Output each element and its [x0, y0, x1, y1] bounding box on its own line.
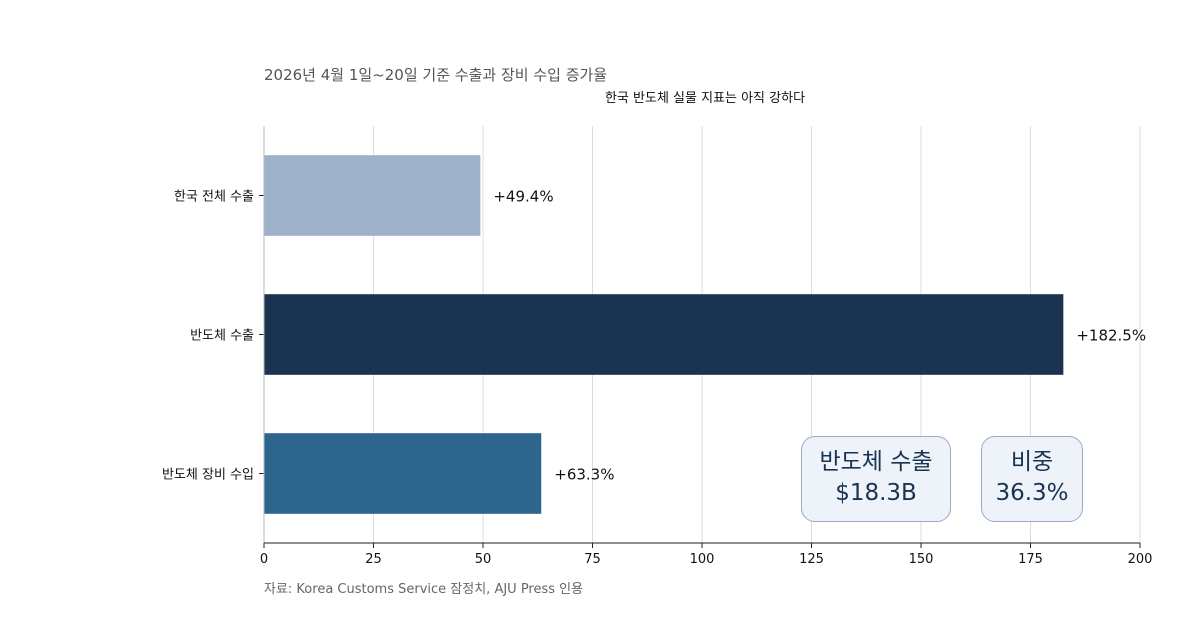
category-label: 한국 전체 수출	[174, 190, 254, 205]
callout-label: 비중	[1010, 449, 1054, 475]
callout-value: 36.3%	[995, 480, 1069, 506]
category-label: 반도체 장비 수입	[162, 468, 254, 483]
x-tick-label: 25	[365, 552, 382, 567]
x-tick-label: 200	[1128, 552, 1153, 567]
bar-value-label: +49.4%	[493, 188, 553, 206]
x-tick-label: 150	[909, 552, 934, 567]
x-tick-label: 100	[690, 552, 715, 567]
chart-title: 2026년 4월 1일~20일 기준 수출과 장비 수입 증가율	[264, 66, 608, 84]
category-label: 반도체 수출	[190, 329, 254, 344]
callout-semiconductor-exports: 반도체 수출 $18.3B	[801, 436, 951, 522]
bar-value-label: +182.5%	[1076, 327, 1146, 345]
x-tick-label: 125	[799, 552, 824, 567]
callout-share: 비중 36.3%	[981, 436, 1083, 522]
bar	[264, 155, 481, 236]
x-tick-label: 75	[584, 552, 601, 567]
bar	[264, 294, 1064, 375]
bar-value-label: +63.3%	[554, 466, 614, 484]
x-tick-label: 175	[1018, 552, 1043, 567]
x-tick-label: 0	[260, 552, 268, 567]
x-tick-label: 50	[475, 552, 492, 567]
bar	[264, 433, 542, 514]
source-note: 자료: Korea Customs Service 잠정치, AJU Press…	[264, 582, 584, 597]
callout-label: 반도체 수출	[819, 449, 933, 475]
callout-value: $18.3B	[835, 480, 917, 506]
chart-subtitle: 한국 반도체 실물 지표는 아직 강하다	[604, 91, 806, 106]
